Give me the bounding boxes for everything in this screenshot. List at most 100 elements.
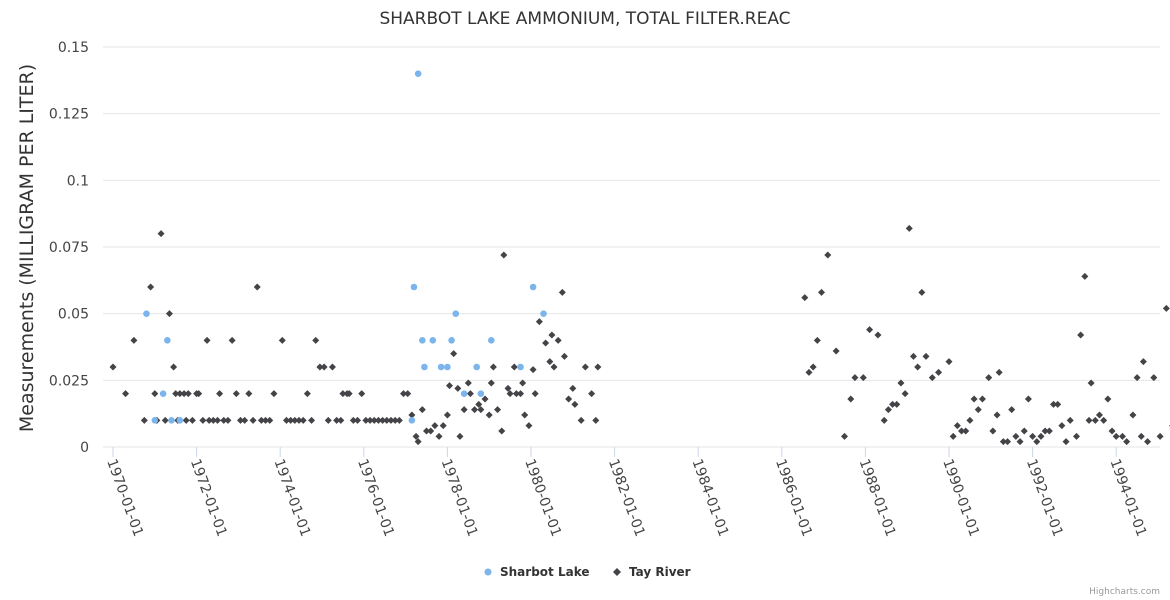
tay-river-point[interactable] xyxy=(922,352,930,360)
tay-river-point[interactable] xyxy=(506,390,514,398)
tay-river-point[interactable] xyxy=(172,390,180,398)
sharbot-lake-point[interactable] xyxy=(473,363,480,371)
tay-river-point[interactable] xyxy=(460,406,468,414)
tay-river-point[interactable] xyxy=(588,390,596,398)
tay-river-point[interactable] xyxy=(1123,438,1131,446)
tay-river-point[interactable] xyxy=(974,406,982,414)
tay-river-point[interactable] xyxy=(450,350,458,358)
tay-river-point[interactable] xyxy=(918,288,926,296)
tay-river-point[interactable] xyxy=(851,374,859,382)
tay-river-point[interactable] xyxy=(408,411,416,419)
sharbot-lake-point[interactable] xyxy=(529,283,537,291)
tay-river-point[interactable] xyxy=(594,363,602,371)
tay-river-point[interactable] xyxy=(249,416,257,424)
tay-river-point[interactable] xyxy=(1087,379,1095,387)
tay-river-point[interactable] xyxy=(1108,427,1116,435)
tay-river-point[interactable] xyxy=(510,363,518,371)
tay-river-point[interactable] xyxy=(966,416,974,424)
tay-river-point[interactable] xyxy=(195,390,203,398)
tay-river-point[interactable] xyxy=(454,384,462,392)
sharbot-lake-point[interactable] xyxy=(540,310,547,317)
sharbot-lake-point[interactable] xyxy=(168,417,175,424)
tay-river-point[interactable] xyxy=(477,406,485,414)
tay-river-point[interactable] xyxy=(485,411,493,419)
tay-river-point[interactable] xyxy=(1066,416,1074,424)
tay-river-point[interactable] xyxy=(170,363,178,371)
tay-river-point[interactable] xyxy=(349,416,357,424)
tay-river-point[interactable] xyxy=(176,390,184,398)
tay-river-point[interactable] xyxy=(999,438,1007,446)
tay-river-point[interactable] xyxy=(1137,432,1145,440)
tay-river-point[interactable] xyxy=(466,390,474,398)
tay-river-point[interactable] xyxy=(464,379,472,387)
tay-river-point[interactable] xyxy=(953,422,961,430)
tay-river-point[interactable] xyxy=(1012,432,1020,440)
tay-river-point[interactable] xyxy=(1077,331,1085,339)
tay-river-point[interactable] xyxy=(1091,416,1099,424)
tay-river-point[interactable] xyxy=(214,416,221,424)
legend-item-sharbot-lake[interactable]: Sharbot Lake xyxy=(484,565,590,579)
tay-river-point[interactable] xyxy=(1050,400,1057,408)
tay-river-point[interactable] xyxy=(847,395,855,403)
tay-river-point[interactable] xyxy=(1133,374,1141,382)
tay-river-point[interactable] xyxy=(180,390,188,398)
tay-river-point[interactable] xyxy=(282,416,290,424)
sharbot-lake-point[interactable] xyxy=(164,337,171,344)
tay-river-point[interactable] xyxy=(184,390,192,398)
tay-river-point[interactable] xyxy=(500,251,508,259)
sharbot-lake-point[interactable] xyxy=(429,337,437,344)
tay-river-point[interactable] xyxy=(228,336,236,344)
tay-river-point[interactable] xyxy=(339,390,347,398)
tay-river-point[interactable] xyxy=(1085,416,1093,424)
tay-river-point[interactable] xyxy=(1129,411,1137,419)
tay-river-point[interactable] xyxy=(489,363,497,371)
tay-river-point[interactable] xyxy=(333,416,341,424)
tay-river-point[interactable] xyxy=(130,336,138,344)
tay-river-point[interactable] xyxy=(581,363,589,371)
tay-river-point[interactable] xyxy=(1004,438,1012,446)
tay-river-point[interactable] xyxy=(909,352,917,360)
sharbot-lake-point[interactable] xyxy=(448,337,455,344)
tay-river-point[interactable] xyxy=(404,390,412,398)
tay-river-point[interactable] xyxy=(245,390,253,398)
tay-river-point[interactable] xyxy=(445,382,453,390)
tay-river-point[interactable] xyxy=(362,416,370,424)
tay-river-point[interactable] xyxy=(278,336,286,344)
tay-river-point[interactable] xyxy=(558,288,566,296)
tay-river-point[interactable] xyxy=(337,416,345,424)
tay-river-point[interactable] xyxy=(1037,432,1045,440)
sharbot-lake-point[interactable] xyxy=(460,390,468,397)
tay-river-point[interactable] xyxy=(316,363,324,371)
tay-river-point[interactable] xyxy=(905,224,913,232)
tay-river-point[interactable] xyxy=(312,336,320,344)
tay-river-point[interactable] xyxy=(1041,427,1049,435)
tay-river-point[interactable] xyxy=(1024,395,1032,403)
tay-river-point[interactable] xyxy=(205,416,213,424)
tay-river-point[interactable] xyxy=(958,427,966,435)
tay-river-point[interactable] xyxy=(439,422,447,430)
tay-river-point[interactable] xyxy=(232,390,240,398)
tay-river-point[interactable] xyxy=(525,422,533,430)
tay-river-point[interactable] xyxy=(1033,438,1041,446)
tay-river-point[interactable] xyxy=(914,363,922,371)
tay-river-point[interactable] xyxy=(400,390,408,398)
tay-river-point[interactable] xyxy=(841,432,848,440)
legend-item-tay-river[interactable]: Tay River xyxy=(613,565,691,579)
tay-river-point[interactable] xyxy=(1162,304,1170,312)
tay-river-point[interactable] xyxy=(199,416,207,424)
tay-river-point[interactable] xyxy=(962,427,970,435)
tay-river-point[interactable] xyxy=(1045,427,1053,435)
tay-river-point[interactable] xyxy=(893,400,901,408)
tay-river-point[interactable] xyxy=(805,368,813,376)
sharbot-lake-point[interactable] xyxy=(151,417,159,424)
tay-river-point[interactable] xyxy=(1100,416,1108,424)
tay-river-point[interactable] xyxy=(1062,438,1070,446)
tay-river-point[interactable] xyxy=(270,390,278,398)
tay-river-point[interactable] xyxy=(1072,432,1080,440)
tay-river-point[interactable] xyxy=(889,400,897,408)
credits-link[interactable]: Highcharts.com xyxy=(1089,587,1160,597)
tay-river-point[interactable] xyxy=(995,368,1003,376)
tay-river-point[interactable] xyxy=(498,427,506,435)
tay-river-point[interactable] xyxy=(542,339,550,347)
tay-river-point[interactable] xyxy=(813,336,821,344)
